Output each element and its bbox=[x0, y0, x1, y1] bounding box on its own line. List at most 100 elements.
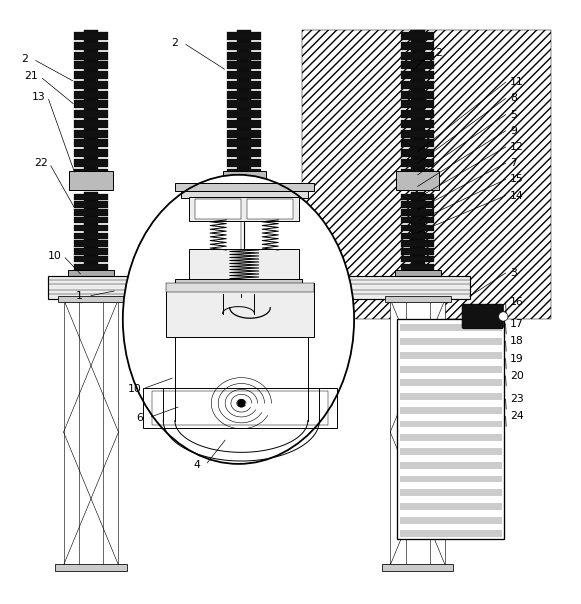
Text: 6: 6 bbox=[137, 413, 144, 423]
Bar bbox=[228, 159, 261, 167]
Bar bbox=[175, 183, 314, 191]
Bar bbox=[401, 201, 435, 208]
Bar bbox=[401, 225, 435, 231]
Bar bbox=[382, 564, 453, 571]
Bar bbox=[401, 32, 435, 40]
Circle shape bbox=[498, 312, 508, 321]
Bar bbox=[394, 270, 441, 284]
Bar bbox=[189, 249, 299, 281]
Bar bbox=[74, 193, 108, 200]
Bar bbox=[228, 178, 261, 187]
Bar bbox=[221, 270, 267, 284]
Bar bbox=[401, 240, 435, 247]
Bar bbox=[400, 489, 501, 496]
Bar bbox=[228, 248, 261, 254]
Bar bbox=[74, 233, 108, 239]
Bar bbox=[63, 299, 119, 565]
Text: 22: 22 bbox=[34, 158, 48, 169]
Bar bbox=[401, 120, 435, 128]
Bar bbox=[400, 379, 501, 387]
Bar bbox=[401, 61, 435, 69]
Text: 18: 18 bbox=[510, 336, 524, 346]
Bar bbox=[400, 324, 501, 332]
Bar bbox=[401, 233, 435, 239]
Bar bbox=[400, 475, 501, 483]
Bar bbox=[400, 365, 501, 373]
Bar bbox=[390, 299, 445, 565]
Bar bbox=[55, 564, 127, 571]
Bar bbox=[401, 149, 435, 157]
Bar bbox=[228, 61, 261, 69]
Text: 11: 11 bbox=[510, 77, 524, 87]
Bar bbox=[228, 32, 261, 40]
Bar bbox=[152, 391, 328, 425]
Bar bbox=[74, 217, 108, 223]
Bar bbox=[401, 169, 435, 176]
Bar bbox=[228, 233, 261, 239]
Bar bbox=[84, 192, 98, 270]
Bar bbox=[237, 192, 252, 270]
Bar bbox=[228, 81, 261, 89]
Bar bbox=[397, 320, 504, 539]
Text: 5: 5 bbox=[510, 110, 517, 120]
Bar bbox=[228, 120, 261, 128]
Bar bbox=[74, 42, 108, 50]
Bar bbox=[166, 283, 314, 336]
Text: 9: 9 bbox=[510, 126, 517, 136]
Bar bbox=[400, 434, 501, 441]
Text: 12: 12 bbox=[510, 142, 524, 152]
Bar bbox=[84, 30, 98, 187]
Bar bbox=[175, 279, 302, 284]
Bar bbox=[74, 110, 108, 118]
Bar bbox=[228, 51, 261, 60]
Bar bbox=[228, 110, 261, 118]
Bar bbox=[401, 209, 435, 216]
Bar bbox=[228, 91, 261, 98]
Bar bbox=[74, 91, 108, 98]
Bar bbox=[396, 172, 439, 190]
Bar bbox=[74, 201, 108, 208]
Bar bbox=[228, 240, 261, 247]
Bar bbox=[228, 256, 261, 262]
Bar bbox=[228, 193, 261, 200]
Text: 14: 14 bbox=[510, 191, 524, 201]
Text: 8: 8 bbox=[510, 94, 517, 103]
Text: 3: 3 bbox=[510, 268, 517, 278]
Bar bbox=[247, 199, 293, 219]
Bar bbox=[401, 140, 435, 147]
Text: 4: 4 bbox=[193, 460, 200, 470]
Bar bbox=[400, 448, 501, 455]
Bar bbox=[195, 199, 241, 219]
Circle shape bbox=[238, 400, 245, 406]
Bar bbox=[228, 149, 261, 157]
Bar bbox=[74, 51, 108, 60]
Text: 23: 23 bbox=[510, 394, 524, 404]
Bar bbox=[228, 71, 261, 79]
Bar bbox=[401, 91, 435, 98]
Text: 20: 20 bbox=[510, 371, 524, 381]
Text: 15: 15 bbox=[510, 175, 524, 184]
Bar bbox=[228, 264, 261, 270]
Bar bbox=[74, 149, 108, 157]
Bar bbox=[74, 169, 108, 176]
Bar bbox=[166, 283, 314, 292]
Bar bbox=[74, 225, 108, 231]
Text: 10: 10 bbox=[127, 384, 141, 394]
Bar bbox=[74, 100, 108, 108]
Bar bbox=[401, 248, 435, 254]
Bar bbox=[401, 178, 435, 187]
Bar bbox=[401, 110, 435, 118]
Bar bbox=[237, 30, 252, 187]
Bar bbox=[74, 248, 108, 254]
Bar bbox=[74, 81, 108, 89]
Bar bbox=[385, 296, 451, 302]
Bar bbox=[74, 61, 108, 69]
Text: 1: 1 bbox=[76, 291, 83, 301]
Bar bbox=[74, 130, 108, 138]
Bar bbox=[58, 296, 124, 302]
Bar bbox=[228, 169, 261, 176]
Bar bbox=[74, 240, 108, 247]
Bar bbox=[401, 130, 435, 138]
Text: 17: 17 bbox=[510, 319, 524, 329]
Bar bbox=[69, 172, 113, 190]
